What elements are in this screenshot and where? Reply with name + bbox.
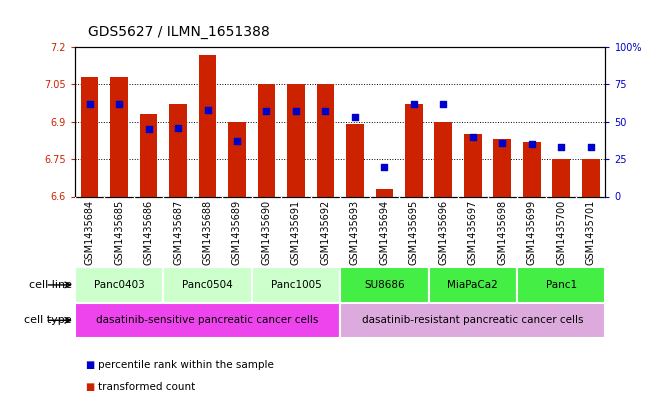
Bar: [523, 142, 540, 196]
Text: GSM1435701: GSM1435701: [586, 200, 596, 265]
Text: GSM1435689: GSM1435689: [232, 200, 242, 265]
Text: Panc1: Panc1: [546, 280, 577, 290]
Bar: [434, 122, 452, 196]
Text: ■: ■: [85, 382, 94, 392]
Text: GSM1435686: GSM1435686: [144, 200, 154, 265]
Point: [379, 163, 389, 170]
Text: MiaPaCa2: MiaPaCa2: [447, 280, 498, 290]
Text: transformed count: transformed count: [98, 382, 195, 392]
Bar: [340, 267, 428, 303]
Text: GSM1435698: GSM1435698: [497, 200, 507, 265]
Text: GSM1435692: GSM1435692: [320, 200, 331, 265]
Bar: [340, 303, 605, 338]
Bar: [110, 77, 128, 196]
Text: GSM1435697: GSM1435697: [468, 200, 478, 265]
Bar: [517, 267, 605, 303]
Bar: [228, 122, 246, 196]
Bar: [428, 267, 517, 303]
Text: GSM1435690: GSM1435690: [262, 200, 271, 265]
Point: [85, 101, 95, 107]
Bar: [169, 105, 187, 196]
Point: [320, 108, 331, 114]
Text: GDS5627 / ILMN_1651388: GDS5627 / ILMN_1651388: [88, 25, 270, 39]
Text: GSM1435691: GSM1435691: [291, 200, 301, 265]
Text: GSM1435688: GSM1435688: [202, 200, 212, 265]
Text: GSM1435700: GSM1435700: [556, 200, 566, 265]
Text: GSM1435687: GSM1435687: [173, 200, 183, 265]
Point: [350, 114, 360, 121]
Bar: [582, 159, 600, 196]
Point: [232, 138, 242, 144]
Text: Panc1005: Panc1005: [271, 280, 322, 290]
Text: GSM1435699: GSM1435699: [527, 200, 536, 265]
Point: [556, 144, 566, 151]
Point: [409, 101, 419, 107]
Point: [497, 140, 508, 146]
Bar: [81, 77, 98, 196]
Text: GSM1435694: GSM1435694: [380, 200, 389, 265]
Text: cell line: cell line: [29, 280, 72, 290]
Bar: [252, 267, 340, 303]
Point: [173, 125, 183, 131]
Text: GSM1435684: GSM1435684: [85, 200, 94, 265]
Bar: [199, 55, 216, 196]
Point: [585, 144, 596, 151]
Bar: [258, 84, 275, 196]
Text: ■: ■: [85, 360, 94, 371]
Point: [438, 101, 449, 107]
Bar: [316, 84, 334, 196]
Text: GSM1435695: GSM1435695: [409, 200, 419, 265]
Point: [291, 108, 301, 114]
Text: Panc0403: Panc0403: [94, 280, 145, 290]
Text: dasatinib-resistant pancreatic cancer cells: dasatinib-resistant pancreatic cancer ce…: [362, 315, 583, 325]
Point: [143, 126, 154, 132]
Point: [527, 141, 537, 147]
Text: GSM1435693: GSM1435693: [350, 200, 360, 265]
Bar: [464, 134, 482, 196]
Bar: [287, 84, 305, 196]
Text: percentile rank within the sample: percentile rank within the sample: [98, 360, 273, 371]
Bar: [493, 139, 511, 196]
Text: GSM1435696: GSM1435696: [438, 200, 449, 265]
Text: SU8686: SU8686: [364, 280, 405, 290]
Bar: [75, 267, 163, 303]
Text: GSM1435685: GSM1435685: [114, 200, 124, 265]
Text: cell type: cell type: [24, 315, 72, 325]
Point: [261, 108, 271, 114]
Bar: [376, 189, 393, 196]
Bar: [140, 114, 158, 196]
Text: dasatinib-sensitive pancreatic cancer cells: dasatinib-sensitive pancreatic cancer ce…: [96, 315, 319, 325]
Point: [114, 101, 124, 107]
Bar: [405, 105, 422, 196]
Text: Panc0504: Panc0504: [182, 280, 233, 290]
Bar: [552, 159, 570, 196]
Point: [467, 134, 478, 140]
Bar: [75, 303, 340, 338]
Point: [202, 107, 213, 113]
Bar: [163, 267, 252, 303]
Bar: [346, 124, 364, 196]
